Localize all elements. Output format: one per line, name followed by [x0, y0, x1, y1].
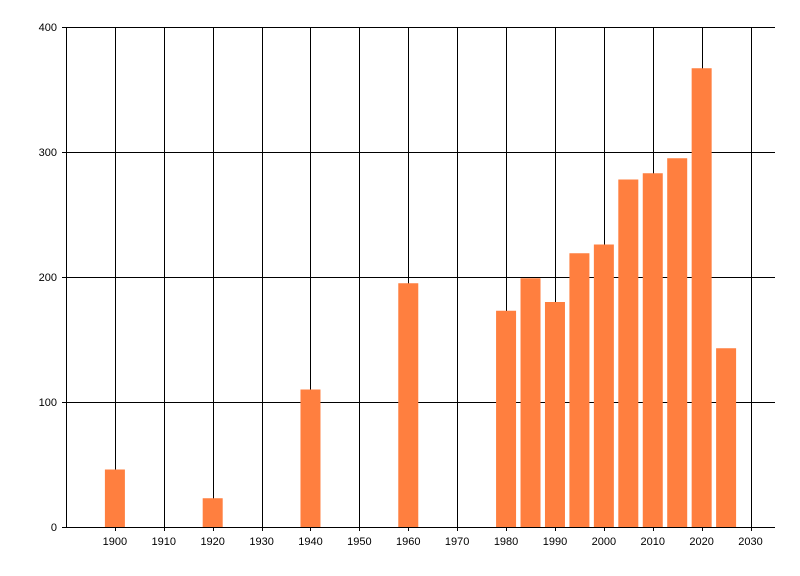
y-tick-label: 100 — [39, 397, 57, 409]
bar — [520, 278, 541, 527]
x-tick-label: 1990 — [543, 536, 567, 548]
y-tick-label: 0 — [51, 522, 57, 534]
x-tick-label: 1930 — [249, 536, 273, 548]
bar — [202, 498, 223, 527]
bar — [642, 173, 663, 527]
x-tick-label: 1980 — [494, 536, 518, 548]
bar — [104, 469, 125, 527]
bar — [716, 348, 737, 527]
x-tick-label: 1950 — [347, 536, 371, 548]
bar — [398, 283, 419, 527]
x-tick-label: 1900 — [103, 536, 127, 548]
x-tick-label: 2000 — [592, 536, 616, 548]
bar — [569, 253, 590, 527]
y-tick-label: 200 — [39, 272, 57, 284]
tick-labels: 1900 1910 1920 1930 1940 1950 1960 1970 1980 1990… — [39, 22, 763, 548]
x-tick-label: 1940 — [298, 536, 322, 548]
bar — [691, 68, 712, 527]
x-tick-label: 2020 — [689, 536, 713, 548]
x-tick-label: 1920 — [200, 536, 224, 548]
y-tick-label: 300 — [39, 147, 57, 159]
bar — [593, 244, 614, 527]
y-tick-label: 400 — [39, 22, 57, 34]
x-tick-label: 1970 — [445, 536, 469, 548]
bar — [496, 310, 517, 527]
bars — [104, 68, 737, 527]
axes — [66, 27, 775, 528]
bar — [618, 179, 639, 527]
bar — [544, 302, 565, 527]
x-tick-label: 1910 — [152, 536, 176, 548]
x-tick-label: 1960 — [396, 536, 420, 548]
x-tick-label: 2010 — [641, 536, 665, 548]
x-tick-label: 2030 — [738, 536, 762, 548]
bar — [300, 389, 321, 527]
bar — [667, 158, 688, 527]
